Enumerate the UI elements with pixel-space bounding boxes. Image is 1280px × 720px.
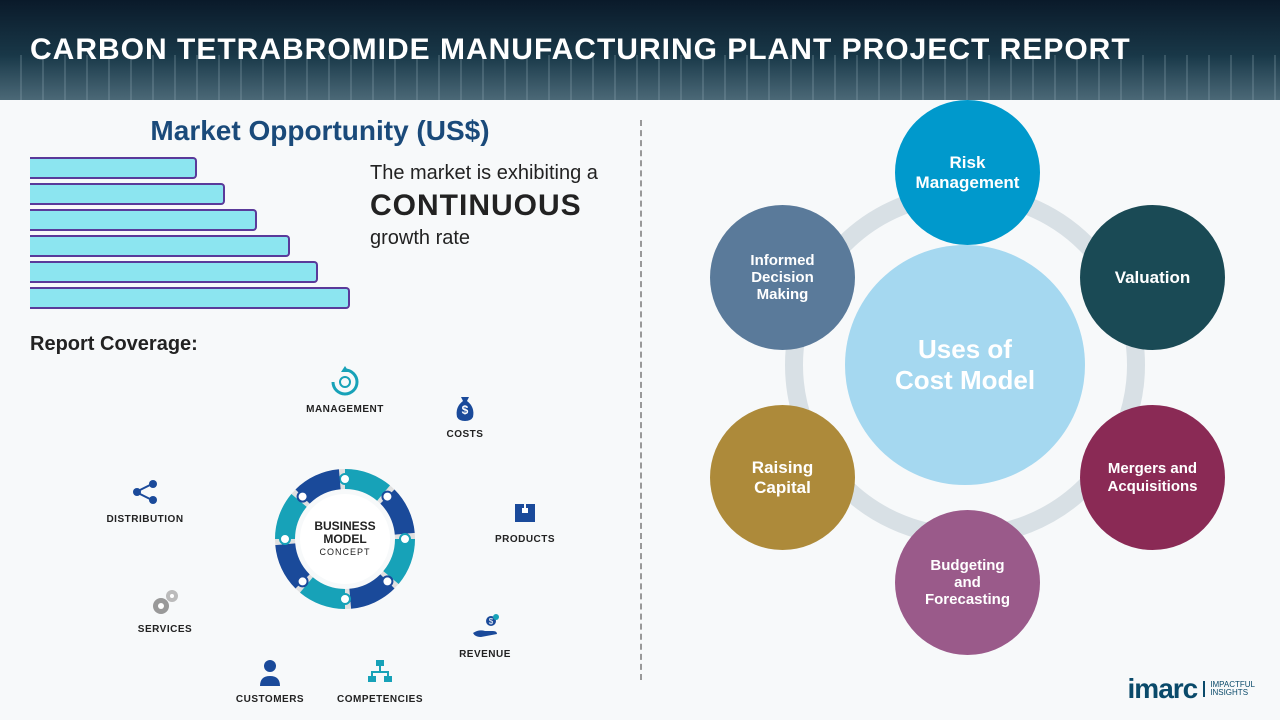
coverage-item-products: PRODUCTS [480, 494, 570, 545]
org-icon [362, 654, 398, 690]
logo-dark: imarc [1128, 673, 1198, 704]
gears-icon [147, 584, 183, 620]
coverage-label: REVENUE [459, 649, 511, 660]
box-icon [507, 494, 543, 530]
coverage-item-revenue: $ REVENUE [440, 609, 530, 660]
hand-coin-icon: $ [467, 609, 503, 645]
coverage-item-costs: $ COSTS [420, 389, 510, 440]
wheel-center: Uses ofCost Model [845, 245, 1085, 485]
market-bar [30, 261, 318, 283]
coverage-label: CUSTOMERS [236, 694, 304, 705]
market-bar [30, 235, 290, 257]
wheel-node-informed-decision-making: InformedDecisionMaking [710, 205, 855, 350]
market-bar-chart [30, 157, 350, 313]
wheel-node-raising-capital: RaisingCapital [710, 405, 855, 550]
wheel-node-budgeting-and-forecasting: BudgetingandForecasting [895, 510, 1040, 655]
growth-big: CONTINUOUS [370, 189, 610, 223]
logo-tag2: INSIGHTS [1210, 688, 1248, 697]
coverage-item-services: SERVICES [120, 584, 210, 635]
wheel-node-valuation: Valuation [1080, 205, 1225, 350]
coverage-label: COMPETENCIES [337, 694, 423, 705]
right-panel: Uses ofCost Model RiskManagement Valuatio… [640, 100, 1280, 720]
logo-tagline: IMPACTFULINSIGHTS [1203, 681, 1255, 697]
coverage-label: PRODUCTS [495, 534, 555, 545]
coverage-label: SERVICES [138, 624, 192, 635]
coverage-label: DISTRIBUTION [106, 514, 183, 525]
market-bar [30, 183, 225, 205]
coverage-diagram: BUSINESS MODEL CONCEPT MANAGEMENT $ COSTS P… [90, 364, 590, 694]
share-icon [127, 474, 163, 510]
market-title: Market Opportunity (US$) [30, 115, 610, 147]
brand-logo: imarc IMPACTFULINSIGHTS [1128, 673, 1255, 705]
coverage-label: COSTS [447, 429, 484, 440]
market-bar [30, 157, 197, 179]
growth-caption: The market is exhibiting a CONTINUOUS gr… [370, 157, 610, 250]
logo-text: imarc [1128, 673, 1198, 705]
coverage-label: MANAGEMENT [306, 404, 384, 415]
money-bag-icon: $ [447, 389, 483, 425]
left-panel: Market Opportunity (US$) The market is e… [0, 100, 640, 720]
market-chart-row: The market is exhibiting a CONTINUOUS gr… [30, 157, 610, 313]
wheel-node-risk-management: RiskManagement [895, 100, 1040, 245]
growth-line1: The market is exhibiting a [370, 162, 610, 185]
wheel-node-mergers-and-acquisitions: Mergers andAcquisitions [1080, 405, 1225, 550]
content-area: Market Opportunity (US$) The market is e… [0, 100, 1280, 720]
svg-text:$: $ [462, 403, 469, 417]
business-model-inner: BUSINESS MODEL CONCEPT [300, 494, 390, 584]
biz-sub: CONCEPT [319, 548, 370, 558]
header-banner: CARBON TETRABROMIDE MANUFACTURING PLANT … [0, 0, 1280, 100]
page-title: CARBON TETRABROMIDE MANUFACTURING PLANT … [30, 33, 1131, 67]
cost-model-wheel: Uses ofCost Model RiskManagementValuatio… [680, 115, 1240, 675]
svg-text:$: $ [489, 617, 494, 626]
coverage-title: Report Coverage: [30, 333, 610, 356]
coverage-item-customers: CUSTOMERS [225, 654, 315, 705]
coverage-item-competencies: COMPETENCIES [335, 654, 425, 705]
person-icon [252, 654, 288, 690]
cycle-icon [327, 364, 363, 400]
market-bar [30, 209, 257, 231]
coverage-item-distribution: DISTRIBUTION [100, 474, 190, 525]
coverage-item-management: MANAGEMENT [300, 364, 390, 415]
growth-line2: growth rate [370, 227, 610, 250]
business-model-center: BUSINESS MODEL CONCEPT [270, 464, 420, 614]
market-bar [30, 287, 350, 309]
biz-line2: MODEL [323, 533, 366, 546]
